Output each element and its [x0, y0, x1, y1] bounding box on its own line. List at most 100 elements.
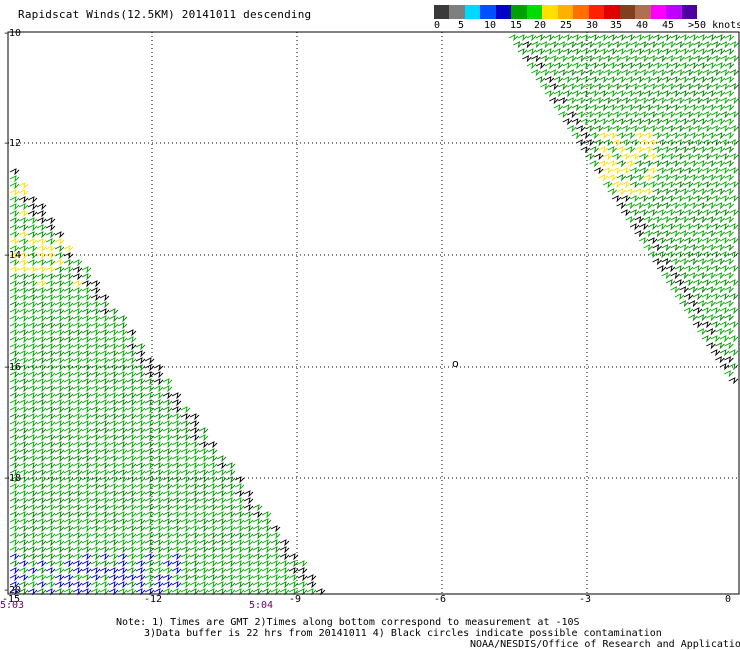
wind-barb — [607, 76, 618, 84]
wind-barb — [652, 48, 663, 56]
wind-barb — [180, 553, 191, 561]
wind-barb — [90, 553, 101, 561]
wind-barb — [72, 280, 83, 288]
wind-barb — [297, 574, 308, 582]
wind-barb — [675, 97, 685, 105]
wind-barb — [634, 118, 645, 126]
wind-barb — [724, 272, 734, 280]
wind-barb — [27, 490, 38, 498]
wind-barb — [27, 287, 38, 295]
wind-barb — [679, 258, 689, 266]
wind-barb — [189, 462, 200, 470]
wind-barb — [589, 34, 600, 42]
wind-barb — [706, 286, 716, 294]
wind-barb — [544, 34, 555, 42]
wind-barb — [63, 329, 74, 337]
wind-barb — [701, 251, 712, 259]
wind-barb — [706, 202, 716, 210]
wind-barb — [288, 588, 299, 596]
wind-barb — [45, 434, 56, 442]
wind-barb — [36, 203, 47, 211]
wind-barb — [531, 41, 541, 49]
wind-barb — [189, 469, 200, 477]
colorbar-label: 25 — [560, 20, 573, 31]
wind-barb — [45, 273, 56, 281]
colorbar-swatch — [434, 5, 450, 19]
wind-barb — [9, 175, 20, 183]
colorbar-label: 10 — [484, 20, 497, 31]
wind-barb — [634, 76, 645, 84]
wind-barb — [9, 238, 20, 246]
wind-barb — [144, 462, 155, 470]
wind-barb — [697, 286, 707, 294]
wind-barb — [719, 307, 730, 315]
wind-barb — [630, 139, 640, 147]
wind-barb — [54, 294, 65, 302]
wind-barb — [90, 399, 101, 407]
wind-barb — [108, 413, 119, 421]
wind-barb — [135, 350, 146, 358]
wind-barb — [108, 315, 119, 323]
wind-barb — [216, 560, 227, 568]
wind-barb — [580, 104, 591, 112]
wind-barb — [126, 385, 137, 393]
wind-barb — [580, 48, 591, 56]
wind-barb — [36, 413, 47, 421]
wind-barb — [252, 546, 263, 554]
wind-barb — [135, 497, 146, 505]
wind-barb — [81, 287, 92, 295]
wind-barb — [715, 34, 726, 42]
wind-barb — [198, 511, 209, 519]
wind-barb — [171, 504, 182, 512]
wind-barb — [657, 125, 667, 133]
wind-barb — [535, 34, 546, 42]
wind-barb — [90, 455, 101, 463]
wind-barb — [27, 553, 38, 561]
wind-barb — [189, 525, 200, 533]
wind-barb — [198, 539, 209, 547]
wind-barb — [706, 48, 717, 56]
wind-barb — [652, 216, 662, 224]
wind-barb — [715, 356, 725, 364]
wind-barb — [54, 581, 65, 589]
wind-barb — [9, 378, 20, 386]
wind-barb — [144, 406, 155, 414]
wind-barb — [189, 434, 200, 442]
wind-barb — [270, 539, 281, 547]
wind-barb — [225, 581, 236, 589]
wind-barb — [688, 160, 699, 168]
wind-barb — [688, 174, 698, 182]
wind-barb — [90, 392, 101, 400]
wind-barb — [162, 560, 173, 568]
wind-barb — [90, 525, 101, 533]
wind-barb — [724, 258, 734, 266]
wind-barb — [683, 279, 694, 287]
wind-barb — [108, 371, 119, 379]
wind-barb — [135, 392, 146, 400]
wind-barb — [692, 167, 703, 175]
wind-barb — [634, 104, 645, 112]
wind-barb — [162, 539, 173, 547]
wind-barb — [661, 174, 671, 182]
wind-barb — [728, 195, 739, 203]
wind-barb — [126, 413, 137, 421]
wind-barb — [99, 294, 110, 302]
wind-barb — [719, 363, 730, 371]
wind-barb — [135, 539, 146, 547]
wind-barb — [549, 97, 559, 105]
colorbar-swatch — [526, 5, 543, 19]
wind-barb — [261, 539, 272, 547]
wind-barb — [562, 48, 573, 56]
wind-barb — [189, 483, 200, 491]
wind-barb — [567, 97, 577, 105]
wind-barb — [18, 231, 29, 239]
wind-barb — [621, 83, 631, 91]
wind-barb — [45, 406, 56, 414]
wind-barb — [558, 69, 568, 77]
wind-barb — [27, 588, 38, 596]
wind-barb — [72, 567, 83, 575]
wind-barb — [36, 329, 47, 337]
wind-barb — [63, 357, 74, 365]
wind-barb — [99, 539, 110, 547]
wind-barb — [719, 181, 730, 189]
